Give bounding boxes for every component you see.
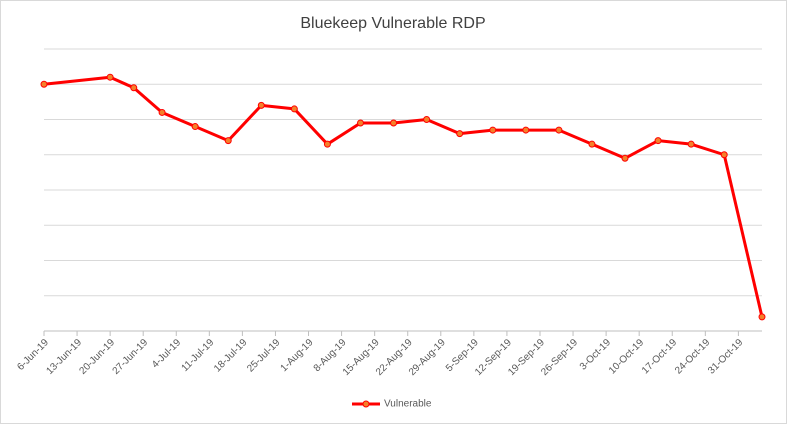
point bbox=[720, 151, 728, 159]
point bbox=[323, 140, 331, 148]
point bbox=[158, 108, 166, 116]
legend-marker bbox=[362, 400, 370, 408]
point bbox=[621, 154, 629, 162]
point bbox=[654, 137, 662, 145]
point bbox=[522, 126, 530, 134]
series-line bbox=[43, 75, 764, 318]
point bbox=[257, 101, 265, 109]
point bbox=[423, 116, 431, 123]
point bbox=[40, 80, 48, 88]
point bbox=[106, 73, 114, 81]
point bbox=[456, 130, 464, 138]
point bbox=[687, 140, 695, 148]
chart-title: Bluekeep Vulnerable RDP bbox=[300, 15, 485, 32]
legend-label: Vulnerable bbox=[384, 399, 432, 410]
point bbox=[130, 84, 138, 92]
point bbox=[356, 119, 364, 127]
point bbox=[191, 123, 199, 131]
point bbox=[290, 105, 298, 113]
point bbox=[588, 140, 596, 148]
point bbox=[555, 126, 563, 134]
point bbox=[758, 313, 766, 321]
point bbox=[224, 137, 232, 145]
point bbox=[489, 126, 497, 134]
point bbox=[390, 119, 398, 127]
